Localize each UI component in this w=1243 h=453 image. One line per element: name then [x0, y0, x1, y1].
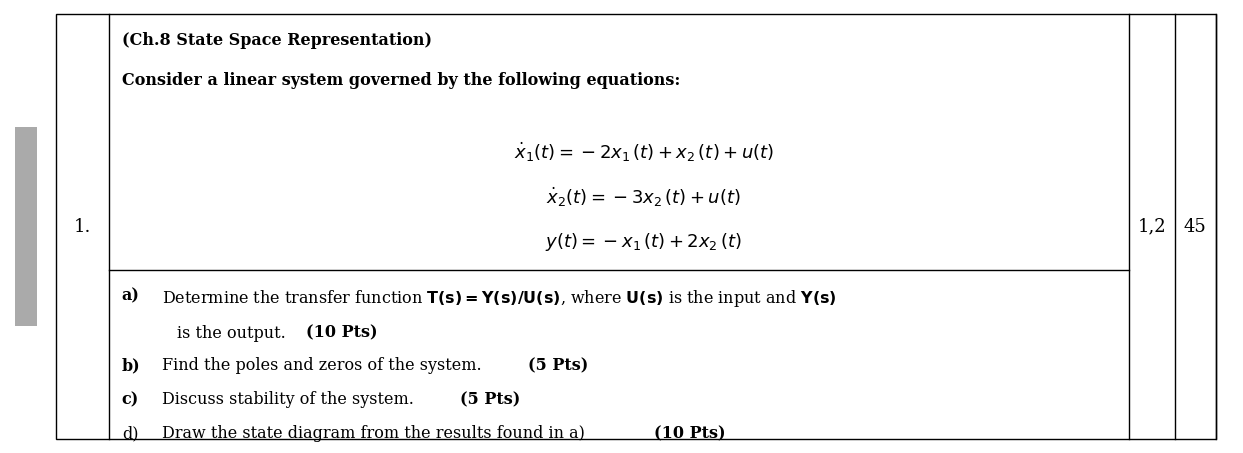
Text: $y(t) = -x_1\,(t) + 2x_2\,(t)$: $y(t) = -x_1\,(t) + 2x_2\,(t)$: [546, 231, 742, 253]
Text: (5 Pts): (5 Pts): [460, 391, 520, 409]
Bar: [15, 127, 37, 326]
Text: (10 Pts): (10 Pts): [654, 425, 726, 443]
Text: Determine the transfer function $\mathbf{T(s) = Y(s)/U(s)}$, where $\mathbf{U(s): Determine the transfer function $\mathbf…: [162, 288, 837, 308]
Text: $\dot{x}_2(t) = -3x_2\,(t) + u(t)$: $\dot{x}_2(t) = -3x_2\,(t) + u(t)$: [547, 186, 741, 209]
Text: b): b): [122, 357, 140, 375]
Text: 1.: 1.: [75, 217, 91, 236]
Text: 45: 45: [1183, 217, 1207, 236]
Text: d): d): [122, 425, 138, 443]
Text: a): a): [122, 288, 139, 305]
Text: Discuss stability of the system.: Discuss stability of the system.: [162, 391, 414, 409]
Text: 1,2: 1,2: [1137, 217, 1166, 236]
Text: c): c): [122, 391, 139, 409]
Text: Draw the state diagram from the results found in a): Draw the state diagram from the results …: [162, 425, 584, 443]
Text: Consider a linear system governed by the following equations:: Consider a linear system governed by the…: [122, 72, 680, 90]
Text: (10 Pts): (10 Pts): [306, 325, 378, 342]
Text: is the output.: is the output.: [177, 325, 285, 342]
Text: (5 Pts): (5 Pts): [528, 357, 588, 375]
Text: $\dot{x}_1(t) = -2x_1\,(t) + x_2\,(t) + u(t)$: $\dot{x}_1(t) = -2x_1\,(t) + x_2\,(t) + …: [513, 140, 774, 164]
Text: (Ch.8 State Space Representation): (Ch.8 State Space Representation): [122, 32, 431, 49]
Text: Find the poles and zeros of the system.: Find the poles and zeros of the system.: [162, 357, 481, 375]
